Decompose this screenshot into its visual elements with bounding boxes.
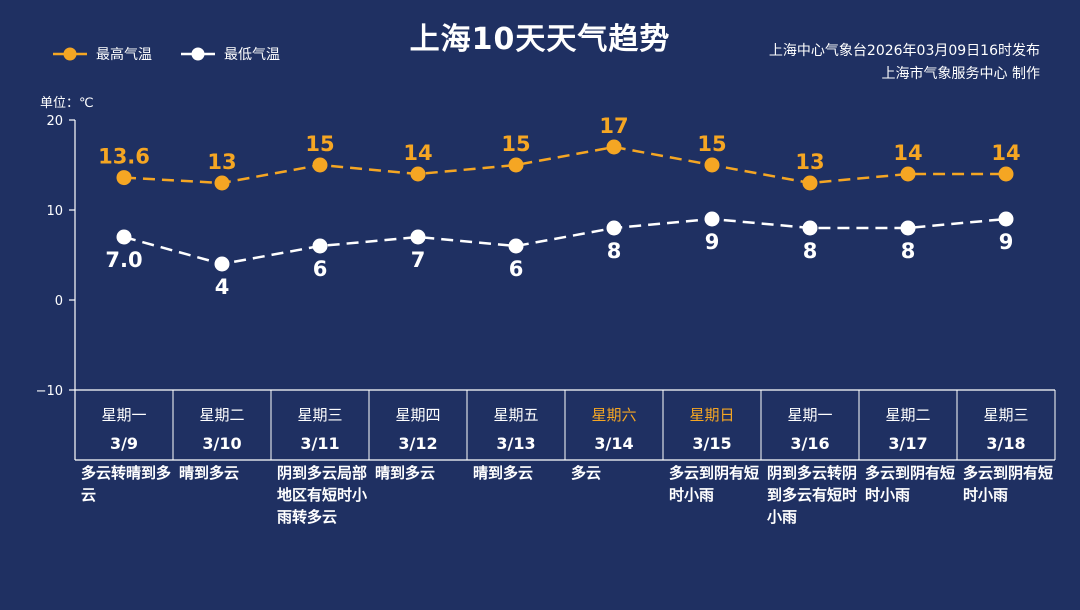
- high-temp-point: [508, 157, 524, 173]
- date-label: 3/15: [692, 434, 731, 453]
- low-temp-label: 7.0: [105, 248, 142, 272]
- high-temp-point: [312, 157, 328, 173]
- weekday-label: 星期四: [395, 406, 440, 424]
- high-temp-label: 13: [795, 150, 824, 174]
- weather-description: 多云到阴有短时小雨: [669, 464, 760, 504]
- legend: 最高气温 最低气温: [52, 44, 308, 64]
- high-temp-point: [410, 166, 426, 182]
- high-temp-point: [606, 139, 622, 155]
- low-temp-label: 8: [607, 239, 622, 263]
- source-info: 上海中心气象台2026年03月09日16时发布 上海市气象服务中心 制作: [769, 40, 1040, 86]
- source-line-1: 上海中心气象台2026年03月09日16时发布: [768, 43, 1040, 59]
- high-temp-point: [998, 166, 1014, 182]
- legend-high-label: 最高气温: [96, 47, 152, 63]
- low-temp-point: [214, 256, 230, 272]
- low-temperature-line: [123, 217, 1007, 266]
- weekday-label: 星期日: [689, 406, 734, 424]
- high-temp-point: [802, 175, 818, 191]
- weather-description: 晴到多云: [473, 464, 534, 482]
- weather-description: 多云: [571, 464, 602, 482]
- legend-low-label: 最低气温: [224, 47, 280, 63]
- low-temp-point: [410, 229, 426, 245]
- source-line-2: 上海市气象服务中心 制作: [881, 66, 1040, 82]
- high-temp-point: [704, 157, 720, 173]
- date-label: 3/13: [496, 434, 535, 453]
- low-temp-point: [606, 220, 622, 236]
- weather-description: 多云转晴到多云: [81, 464, 172, 504]
- weekday-label: 星期五: [493, 406, 538, 424]
- date-label: 3/18: [986, 434, 1025, 453]
- weekday-label: 星期二: [199, 406, 244, 424]
- low-temp-label: 8: [901, 239, 916, 263]
- low-temp-label: 7: [411, 248, 426, 272]
- unit-label: 单位：℃: [40, 96, 94, 111]
- high-temp-label: 15: [697, 132, 726, 156]
- high-temp-label: 15: [305, 132, 334, 156]
- high-temp-label: 17: [599, 114, 628, 138]
- high-temp-label: 14: [403, 141, 432, 165]
- high-temp-point: [900, 166, 916, 182]
- low-temp-point: [704, 211, 720, 227]
- date-label: 3/9: [110, 434, 138, 453]
- legend-item-low: 最低气温: [180, 44, 280, 64]
- low-temp-label: 8: [803, 239, 818, 263]
- legend-low-marker-icon: [181, 47, 215, 61]
- weather-description: 阴到多云局部地区有短时小雨转多云: [277, 464, 368, 526]
- y-tick-label: 20: [46, 114, 63, 129]
- high-temp-label: 14: [991, 141, 1020, 165]
- weekday-label: 星期一: [101, 406, 146, 424]
- date-label: 3/11: [300, 434, 339, 453]
- weekday-label: 星期三: [983, 406, 1028, 424]
- weather-description: 多云到阴有短时小雨: [865, 464, 956, 504]
- chart-title: 上海10天天气趋势: [409, 22, 671, 57]
- date-label: 3/12: [398, 434, 437, 453]
- low-temp-point: [900, 220, 916, 236]
- low-temp-label: 6: [509, 257, 524, 281]
- low-temp-label: 9: [999, 230, 1014, 254]
- low-temp-point: [508, 238, 524, 254]
- weekday-label: 星期一: [787, 406, 832, 424]
- low-temp-point: [998, 211, 1014, 227]
- high-temp-point: [116, 170, 132, 186]
- high-temp-label: 14: [893, 141, 922, 165]
- high-temp-label: 13: [207, 150, 236, 174]
- weekday-label: 星期三: [297, 406, 342, 424]
- low-temp-label: 4: [215, 275, 230, 299]
- weekday-label: 星期六: [591, 406, 636, 424]
- weather-description: 晴到多云: [375, 464, 436, 482]
- low-temp-point: [312, 238, 328, 254]
- legend-item-high: 最高气温: [52, 44, 152, 64]
- y-tick-label: −10: [36, 384, 63, 399]
- date-label: 3/16: [790, 434, 829, 453]
- weather-description: 多云到阴有短时小雨: [963, 464, 1054, 504]
- y-tick-label: 0: [55, 294, 63, 309]
- y-tick-label: 10: [46, 204, 63, 219]
- high-temp-label: 13.6: [98, 145, 150, 169]
- date-label: 3/10: [202, 434, 241, 453]
- date-label: 3/14: [594, 434, 633, 453]
- low-temp-label: 6: [313, 257, 328, 281]
- low-temp-point: [116, 229, 132, 245]
- high-temp-label: 15: [501, 132, 530, 156]
- high-temp-point: [214, 175, 230, 191]
- low-temp-point: [802, 220, 818, 236]
- low-temp-label: 9: [705, 230, 720, 254]
- weather-description: 阴到多云转阴到多云有短时小雨: [767, 464, 858, 526]
- date-label: 3/17: [888, 434, 927, 453]
- weather-description: 晴到多云: [179, 464, 240, 482]
- weekday-label: 星期二: [885, 406, 930, 424]
- high-temperature-line: [123, 145, 1006, 185]
- legend-high-marker-icon: [53, 47, 87, 61]
